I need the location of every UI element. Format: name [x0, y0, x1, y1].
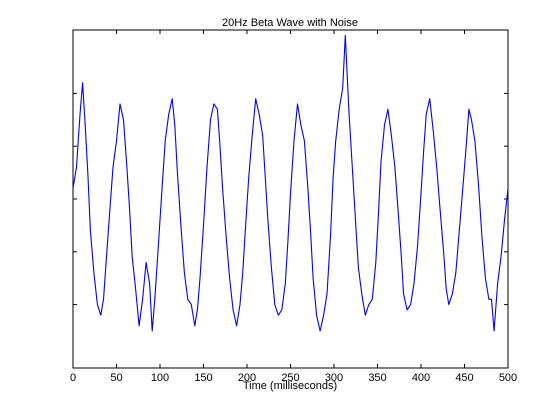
x-tick-label: 0	[70, 372, 76, 384]
chart-title: 20Hz Beta Wave with Noise	[222, 17, 358, 29]
axis-ticks	[72, 30, 509, 368]
x-tick-label: 350	[368, 372, 386, 384]
x-tick-label: 250	[281, 372, 299, 384]
x-tick-label: 500	[499, 372, 517, 384]
signal-line	[72, 34, 509, 332]
x-tick-labels: 0 50 100 150 200 250 300 350 400 450 500	[70, 372, 517, 384]
x-tick-label: 450	[455, 372, 473, 384]
x-tick-label: 300	[325, 372, 343, 384]
x-axis-label: Time (milliseconds)	[243, 380, 337, 392]
x-tick-label: 200	[238, 372, 256, 384]
x-tick-label: 150	[194, 372, 212, 384]
x-tick-label: 400	[412, 372, 430, 384]
x-tick-label: 100	[151, 372, 169, 384]
x-tick-label: 50	[110, 372, 122, 384]
